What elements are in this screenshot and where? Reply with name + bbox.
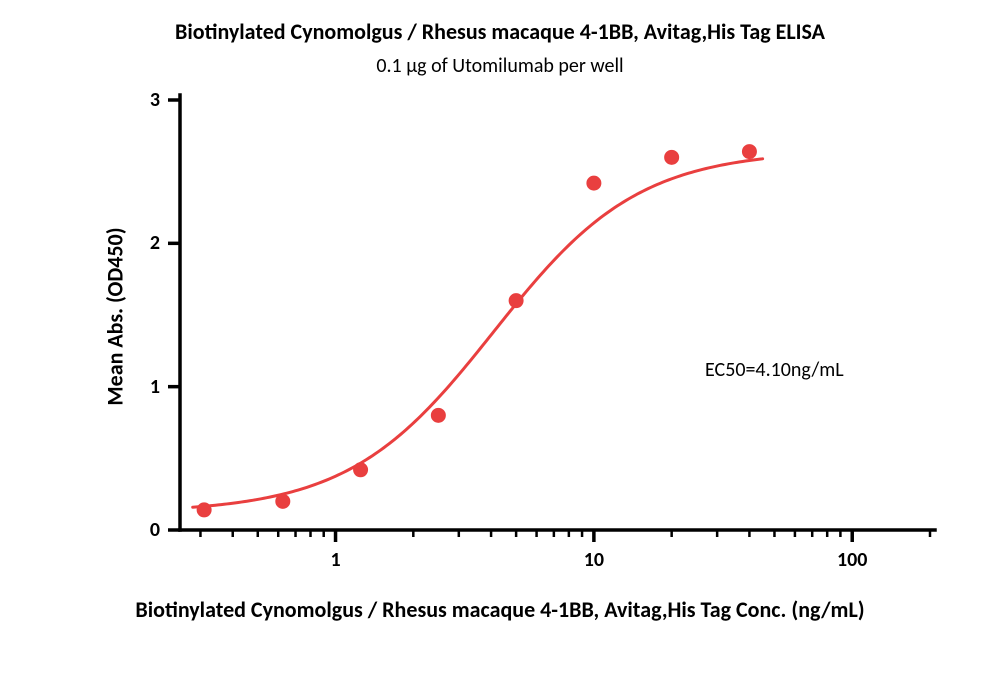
- x-axis-label: Biotinylated Cynomolgus / Rhesus macaque…: [0, 596, 1000, 623]
- elisa-chart: Biotinylated Cynomolgus / Rhesus macaque…: [0, 0, 1000, 687]
- x-tick-label: 1: [316, 548, 356, 572]
- ec50-annotation: EC50=4.10ng/mL: [705, 358, 844, 382]
- x-tick-label: 100: [832, 548, 872, 572]
- y-tick-label: 1: [150, 375, 160, 399]
- y-tick-label: 3: [150, 88, 160, 112]
- y-axis-label: Mean Abs. (OD450): [102, 207, 129, 427]
- x-tick-label: 10: [574, 548, 614, 572]
- y-tick-label: 0: [150, 518, 160, 542]
- y-tick-label: 2: [150, 231, 160, 255]
